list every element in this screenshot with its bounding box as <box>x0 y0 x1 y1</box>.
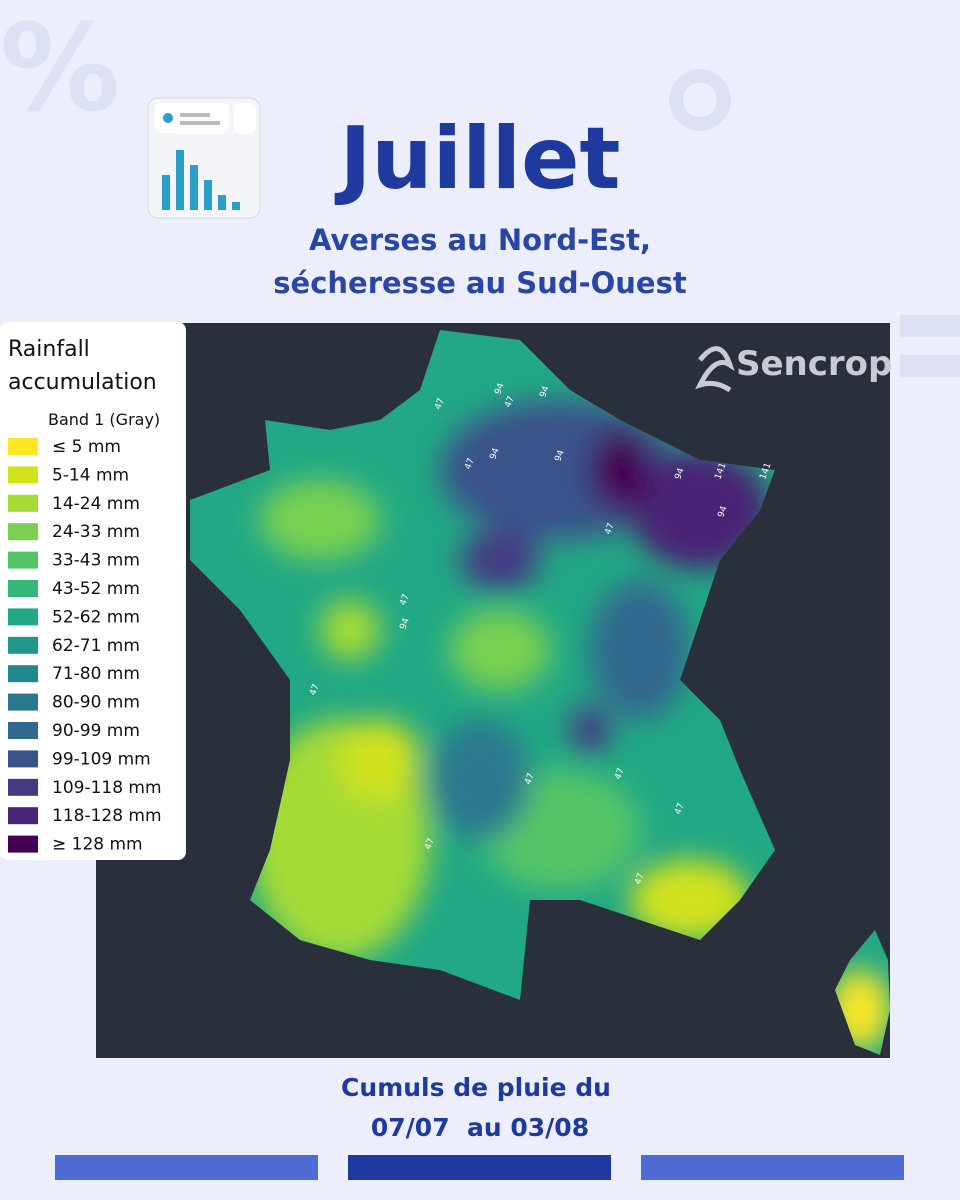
contour-label: 94 <box>716 505 729 519</box>
contour-label: 47 <box>613 767 626 781</box>
legend-swatch <box>8 636 38 654</box>
legend-label: 80-90 mm <box>52 693 140 713</box>
contour-label: 94 <box>553 449 566 463</box>
legend-label: 14-24 mm <box>52 494 140 514</box>
contour-label: 47 <box>673 802 686 816</box>
legend-swatch <box>8 466 38 484</box>
legend-label: 5-14 mm <box>52 465 129 485</box>
title: Juillet <box>334 109 620 209</box>
contour-label: 47 <box>433 397 446 411</box>
legend-label: 71-80 mm <box>52 664 140 684</box>
legend-swatch <box>8 722 38 739</box>
footer-bar <box>55 1155 318 1180</box>
legend-swatch <box>8 494 38 512</box>
legend-swatch <box>8 750 38 768</box>
contour-label: 47 <box>308 683 321 697</box>
footer-bar <box>641 1155 904 1180</box>
legend-swatch <box>8 778 38 796</box>
decor <box>900 355 960 377</box>
contour-label: 47 <box>423 837 436 851</box>
legend-swatch <box>8 693 38 711</box>
legend-swatch <box>8 551 38 569</box>
legend-swatch <box>8 523 38 541</box>
legend-label: 33-43 mm <box>52 551 140 571</box>
app-icon <box>147 97 261 219</box>
legend-label: ≥ 128 mm <box>52 835 143 855</box>
subtitle: sécheresse au Sud-Ouest <box>273 266 687 300</box>
decor: % <box>0 0 120 139</box>
legend-label: 52-62 mm <box>52 607 140 627</box>
brand-logo <box>695 346 735 393</box>
contour-label: 47 <box>503 395 516 409</box>
contour-label: 47 <box>603 522 616 536</box>
contour-label: 47 <box>463 457 476 471</box>
legend-swatch <box>8 807 38 825</box>
subtitle: Averses au Nord-Est, <box>309 223 651 257</box>
contour-label: 47 <box>398 593 411 607</box>
contour-label: 94 <box>488 447 501 461</box>
legend-label: ≤ 5 mm <box>52 437 121 457</box>
contour-label: 94 <box>398 617 411 631</box>
legend-label: 43-52 mm <box>52 579 140 599</box>
legend-swatch <box>8 580 38 597</box>
legend-swatch <box>8 608 38 626</box>
legend-label: 118-128 mm <box>52 806 162 826</box>
legend-swatch <box>8 665 38 683</box>
legend-label: 24-33 mm <box>52 522 140 542</box>
legend-title: Rainfall <box>8 337 90 362</box>
decor <box>669 69 731 131</box>
contour-label: 47 <box>633 872 646 886</box>
legend-box <box>0 322 186 860</box>
contour-label: 47 <box>523 772 536 786</box>
legend-label: 99-109 mm <box>52 749 151 769</box>
footer-bar <box>348 1155 611 1180</box>
footer-text: 07/07 au 03/08 <box>371 1113 589 1142</box>
contour-label: 94 <box>493 382 506 396</box>
legend: ≤ 5 mm 5-14 mm 14-24 mm 24-33 mm 33-43 mm 43-… <box>8 437 162 855</box>
contour-label: 94 <box>538 385 551 399</box>
legend-swatch <box>8 438 38 455</box>
brand: Sencrop <box>736 344 892 384</box>
legend-band: Band 1 (Gray) <box>48 410 160 429</box>
contour-label: 94 <box>673 467 686 481</box>
legend-label: 90-99 mm <box>52 721 140 741</box>
legend-swatch <box>8 835 38 853</box>
legend-title: accumulation <box>8 370 157 395</box>
legend-label: 109-118 mm <box>52 778 162 798</box>
footer-text: Cumuls de pluie du <box>341 1073 611 1102</box>
legend-label: 62-71 mm <box>52 636 140 656</box>
decor <box>900 315 960 337</box>
